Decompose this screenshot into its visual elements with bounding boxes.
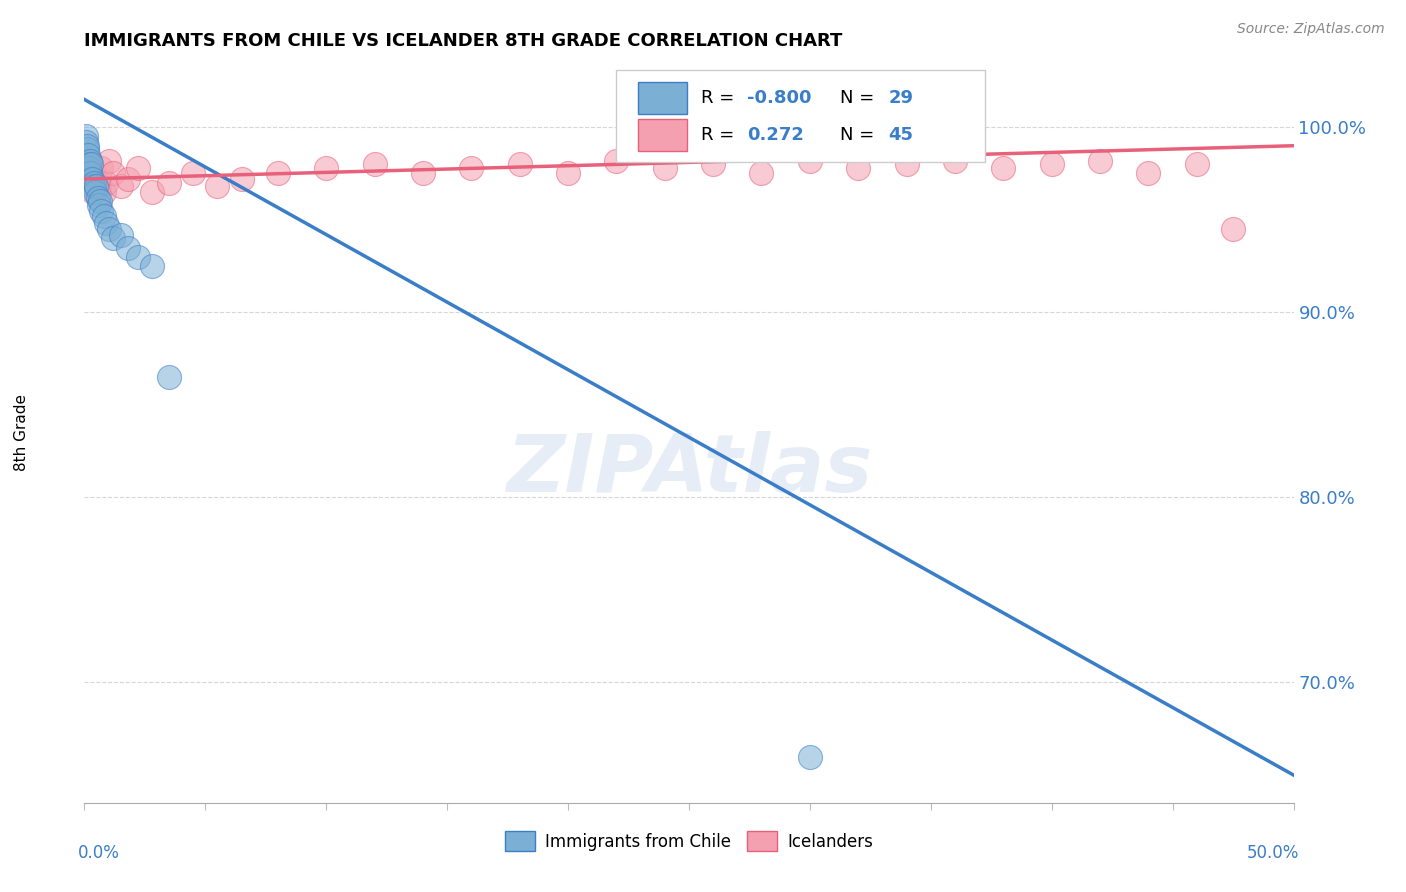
Point	[94, 176, 117, 190]
Point	[127, 161, 149, 175]
Text: R =: R =	[702, 89, 740, 107]
Text: 50.0%: 50.0%	[1247, 844, 1299, 862]
Point	[117, 172, 139, 186]
Point	[75, 161, 97, 175]
Text: 29: 29	[889, 89, 914, 107]
Point	[460, 161, 482, 175]
Point	[993, 161, 1015, 175]
Point	[702, 157, 724, 171]
Point	[127, 250, 149, 264]
Point	[86, 179, 108, 194]
Point	[79, 153, 101, 168]
Point	[605, 153, 627, 168]
Point	[846, 161, 869, 175]
Point	[207, 179, 229, 194]
Point	[86, 190, 108, 204]
Point	[80, 157, 103, 171]
Point	[1222, 222, 1244, 236]
Point	[509, 157, 531, 171]
Point	[157, 370, 180, 384]
FancyBboxPatch shape	[638, 82, 686, 113]
Point	[110, 227, 132, 242]
Point	[97, 153, 120, 168]
Text: N =: N =	[841, 89, 880, 107]
Point	[315, 161, 337, 175]
Point	[90, 161, 112, 175]
Point	[75, 135, 97, 149]
Point	[157, 176, 180, 190]
FancyBboxPatch shape	[616, 70, 986, 162]
Point	[80, 176, 103, 190]
Point	[103, 166, 125, 180]
Point	[231, 172, 253, 186]
Text: 0.0%: 0.0%	[79, 844, 120, 862]
Point	[75, 129, 97, 144]
Text: 45: 45	[889, 126, 914, 144]
Text: N =: N =	[841, 126, 880, 144]
Point	[86, 172, 108, 186]
Point	[751, 166, 773, 180]
Point	[77, 157, 100, 171]
Point	[93, 185, 115, 199]
Point	[94, 217, 117, 231]
Point	[93, 209, 115, 223]
Point	[77, 157, 100, 171]
Point	[110, 179, 132, 194]
Point	[76, 143, 98, 157]
Point	[79, 166, 101, 180]
Text: Source: ZipAtlas.com: Source: ZipAtlas.com	[1237, 22, 1385, 37]
Point	[87, 179, 110, 194]
Point	[799, 749, 821, 764]
Text: IMMIGRANTS FROM CHILE VS ICELANDER 8TH GRADE CORRELATION CHART: IMMIGRANTS FROM CHILE VS ICELANDER 8TH G…	[84, 32, 842, 50]
Point	[83, 166, 105, 180]
Point	[89, 194, 111, 209]
Point	[1185, 157, 1208, 171]
Text: -0.800: -0.800	[747, 89, 811, 107]
Point	[80, 172, 103, 186]
Point	[943, 153, 966, 168]
Point	[141, 259, 163, 273]
Point	[97, 222, 120, 236]
Point	[77, 166, 100, 180]
Y-axis label: 8th Grade: 8th Grade	[14, 394, 28, 471]
Point	[75, 153, 97, 168]
Point	[557, 166, 579, 180]
Point	[82, 179, 104, 194]
Point	[117, 240, 139, 254]
Point	[1137, 166, 1160, 180]
Point	[83, 176, 105, 190]
Point	[77, 148, 100, 162]
Point	[77, 161, 100, 175]
Point	[82, 185, 104, 199]
Point	[103, 231, 125, 245]
Text: 0.272: 0.272	[747, 126, 804, 144]
Point	[84, 185, 107, 199]
Point	[76, 138, 98, 153]
Point	[90, 203, 112, 218]
Point	[79, 153, 101, 168]
Point	[1088, 153, 1111, 168]
Point	[896, 157, 918, 171]
Point	[363, 157, 385, 171]
Point	[87, 198, 110, 212]
Point	[181, 166, 204, 180]
Point	[267, 166, 290, 180]
Text: ZIPAtlas: ZIPAtlas	[506, 431, 872, 508]
Point	[412, 166, 434, 180]
Point	[141, 185, 163, 199]
Point	[654, 161, 676, 175]
Text: R =: R =	[702, 126, 745, 144]
Point	[799, 153, 821, 168]
FancyBboxPatch shape	[638, 120, 686, 151]
Legend: Immigrants from Chile, Icelanders: Immigrants from Chile, Icelanders	[498, 825, 880, 857]
Point	[76, 161, 98, 175]
Point	[1040, 157, 1063, 171]
